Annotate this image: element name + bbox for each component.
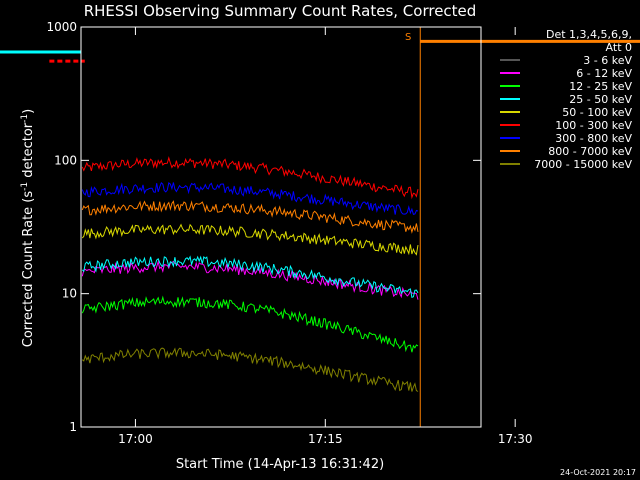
series-line-9 xyxy=(81,347,419,392)
series-line-3 xyxy=(81,295,419,353)
series-line-2 xyxy=(81,259,419,300)
series-line-5 xyxy=(81,223,419,256)
legend-label-7: 300 - 800 keV xyxy=(555,132,632,145)
y-axis-label: Corrected Count Rate (s-1 detector-1) xyxy=(20,109,36,347)
y-tick-label-3: 100 xyxy=(54,153,77,167)
series-lines xyxy=(81,156,419,392)
legend-label-5: 50 - 100 keV xyxy=(562,106,632,119)
x-tick-label-2: 17:00 xyxy=(118,432,153,446)
legend-label-3: 12 - 25 keV xyxy=(569,80,632,93)
legend-label-1: 3 - 6 keV xyxy=(583,54,632,67)
y-tick-label-2: 10 xyxy=(62,287,77,301)
x-tick-label-3: 17:15 xyxy=(308,432,343,446)
footer-timestamp: 24-Oct-2021 20:17 xyxy=(560,468,636,477)
series-line-1 xyxy=(81,271,419,336)
x-tick-label-4: 17:30 xyxy=(498,432,533,446)
chart-title: RHESSI Observing Summary Count Rates, Co… xyxy=(84,2,477,20)
y-axis-label-mid: detector xyxy=(21,122,36,182)
plot-frame xyxy=(80,26,482,428)
legend-label-6: 100 - 300 keV xyxy=(555,119,632,132)
series-line-7 xyxy=(81,181,419,216)
series-line-4 xyxy=(81,255,419,298)
legend-label-8: 800 - 7000 keV xyxy=(548,145,632,158)
legend-header-line2: Att 0 xyxy=(606,41,632,54)
y-axis-label-main: Corrected Count Rate (s xyxy=(21,191,36,348)
y-axis-label-sup1: -1 xyxy=(20,182,30,191)
legend-header-line1: Det 1,3,4,5,6,9, xyxy=(546,28,632,41)
y-axis-label-end: ) xyxy=(21,109,36,114)
x-axis-label: Start Time (14-Apr-13 16:31:42) xyxy=(176,457,384,472)
y-axis-label-sup2: -1 xyxy=(20,114,30,123)
legend-label-9: 7000 - 15000 keV xyxy=(534,158,632,171)
legend-label-2: 6 - 12 keV xyxy=(576,67,632,80)
y-tick-label-4: 1000 xyxy=(46,20,77,34)
y-tick-label-1: 1 xyxy=(69,420,77,434)
series-line-8 xyxy=(81,200,419,234)
legend-label-4: 25 - 50 keV xyxy=(569,93,632,106)
flag-label-s: S xyxy=(405,32,411,43)
series-line-6 xyxy=(81,156,419,200)
